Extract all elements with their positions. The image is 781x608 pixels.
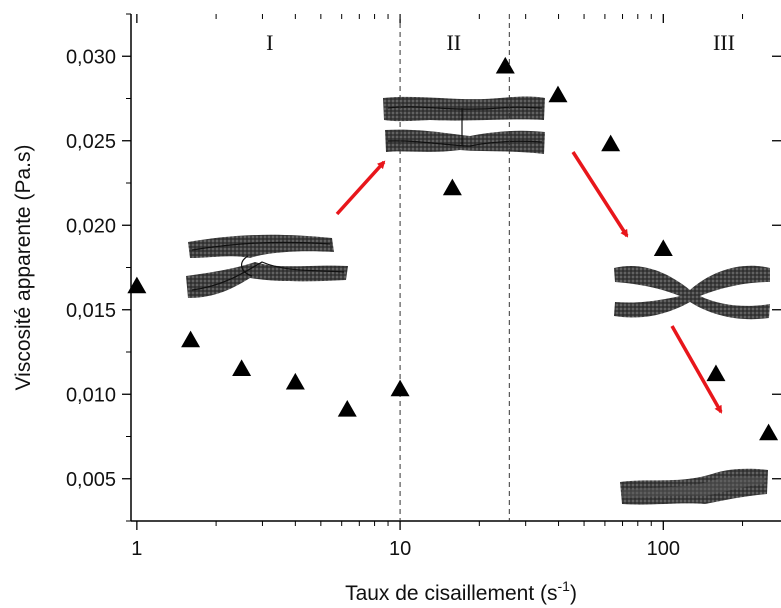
arrow-region-2-to-3a [571,151,629,238]
regions: I II III [266,14,735,521]
fiber-illustration-region-3a [614,265,770,320]
data-point-11 [706,364,726,382]
y-tick-label-4: 0,025 [66,131,116,153]
data-point-10 [653,239,673,257]
x-tick-label-2: 100 [647,538,680,560]
axes: 0,005 0,010 0,015 0,020 0,025 0,030 1 10 100 [66,13,781,560]
data-points [127,56,779,441]
region-label-1: I [266,30,273,55]
data-point-9 [601,134,621,152]
data-point-4 [337,399,357,417]
data-point-8 [548,85,568,103]
data-point-6 [442,178,462,196]
data-point-3 [285,372,305,390]
fiber-illustrations [186,96,770,505]
x-tick-label-1: 10 [389,538,411,560]
data-point-2 [232,359,252,377]
x-axis-title-close: ) [570,582,577,605]
x-axis-title: Taux de cisaillement (s-1) [345,578,577,605]
fiber-illustration-region-3b [620,468,768,505]
y-tick-label-3: 0,020 [66,215,116,237]
region-label-3: III [713,30,735,55]
transition-arrows [335,151,723,414]
arrow-region-3a-to-3b [670,325,723,414]
fiber-illustration-region-1 [186,234,348,298]
y-tick-label-1: 0,010 [66,384,116,406]
x-tick-label-0: 1 [131,538,142,560]
data-point-1 [181,330,201,348]
y-tick-label-2: 0,015 [66,300,116,322]
y-tick-label-5: 0,030 [66,46,116,68]
arrow-region-1-to-2 [335,160,386,216]
axis-titles: Taux de cisaillement (s-1) Viscosité appa… [12,145,577,605]
x-axis-title-exponent: -1 [557,578,570,594]
y-axis-title: Viscosité apparente (Pa.s) [12,145,35,391]
fiber-illustration-region-2 [383,96,545,154]
y-tick-label-0: 0,005 [66,469,116,491]
region-label-2: II [446,30,461,55]
data-point-0 [127,276,147,294]
data-point-12 [759,423,779,441]
data-point-5 [390,379,410,397]
data-point-7 [495,56,515,74]
